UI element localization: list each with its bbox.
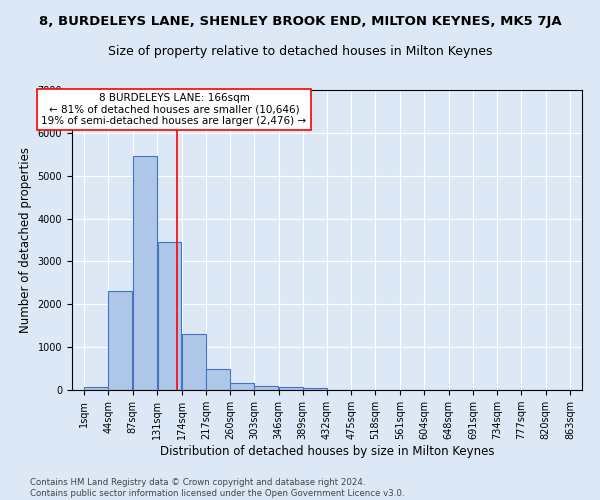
Bar bbox=[182, 334, 206, 390]
Text: Size of property relative to detached houses in Milton Keynes: Size of property relative to detached ho… bbox=[108, 45, 492, 58]
Bar bbox=[303, 388, 327, 390]
Bar bbox=[133, 156, 157, 390]
Bar bbox=[158, 242, 181, 390]
Bar bbox=[254, 386, 278, 390]
Bar bbox=[278, 387, 302, 390]
Text: 8, BURDELEYS LANE, SHENLEY BROOK END, MILTON KEYNES, MK5 7JA: 8, BURDELEYS LANE, SHENLEY BROOK END, MI… bbox=[38, 15, 562, 28]
Text: 8 BURDELEYS LANE: 166sqm
← 81% of detached houses are smaller (10,646)
19% of se: 8 BURDELEYS LANE: 166sqm ← 81% of detach… bbox=[41, 93, 307, 126]
Bar bbox=[109, 292, 133, 390]
Bar bbox=[206, 370, 230, 390]
Text: Contains HM Land Registry data © Crown copyright and database right 2024.
Contai: Contains HM Land Registry data © Crown c… bbox=[30, 478, 404, 498]
Bar bbox=[84, 386, 108, 390]
Y-axis label: Number of detached properties: Number of detached properties bbox=[19, 147, 32, 333]
X-axis label: Distribution of detached houses by size in Milton Keynes: Distribution of detached houses by size … bbox=[160, 445, 494, 458]
Bar bbox=[230, 383, 254, 390]
